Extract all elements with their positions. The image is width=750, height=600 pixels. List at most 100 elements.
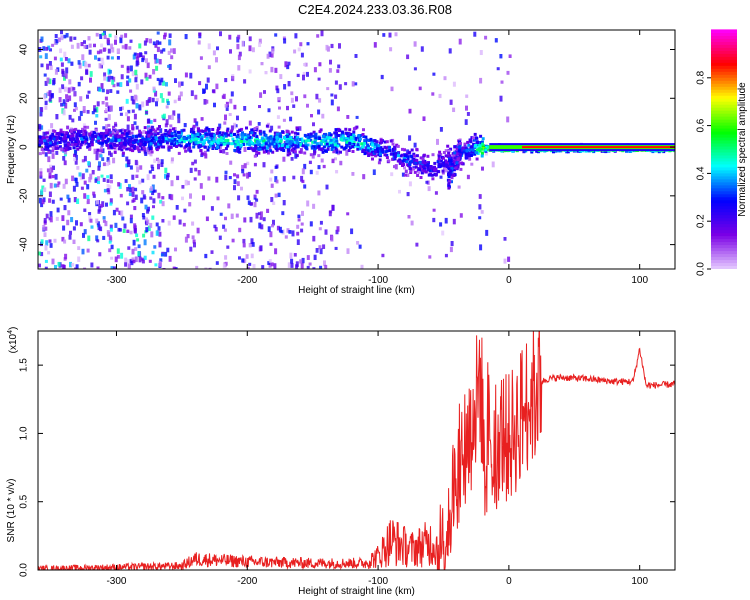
heatmap-noise-cell: [126, 159, 130, 164]
heatmap-ridge-cell: [273, 135, 277, 139]
heatmap-noise-cell: [233, 122, 237, 129]
heatmap-noise-cell: [87, 161, 91, 166]
heatmap-noise-cell: [139, 53, 143, 58]
heatmap-noise-cell: [48, 98, 52, 102]
heatmap-noise-cell: [427, 186, 431, 192]
heatmap-noise-cell: [124, 43, 128, 50]
colorbar-segment: [711, 205, 737, 210]
heatmap-ridge-cell: [90, 140, 93, 144]
heatmap-ridge-cell: [251, 148, 255, 152]
heatmap-noise-cell: [129, 165, 133, 170]
heatmap-ridge-cell: [244, 135, 248, 139]
heatmap-noise-cell: [223, 121, 227, 125]
heatmap-ridge-cell: [68, 134, 72, 138]
heatmap-ridge-cell: [475, 148, 479, 152]
heatmap-noise-cell: [138, 43, 142, 49]
heatmap-noise-cell: [319, 220, 323, 225]
heatmap-noise-cell: [408, 181, 412, 187]
heatmap-ridge-cell: [66, 143, 70, 146]
heatmap-noise-cell: [329, 59, 332, 65]
heatmap-ridge-cell: [207, 140, 211, 143]
heatmap-noise-cell: [141, 55, 145, 61]
heatmap-ridge-cell: [424, 170, 428, 174]
heatmap-noise-cell: [302, 74, 305, 81]
heatmap-branch-cell: [456, 164, 460, 168]
heatmap-noise-cell: [133, 113, 137, 120]
heatmap-ridge-cell: [326, 147, 330, 151]
heatmap-ridge-cell: [143, 141, 147, 145]
heatmap-noise-cell: [312, 267, 316, 269]
heatmap-noise-cell: [199, 183, 203, 189]
heatmap-noise-cell: [144, 51, 148, 55]
heatmap-ridge-cell: [107, 128, 111, 132]
colorbar-segment: [711, 202, 737, 207]
heatmap-branch-cell: [457, 162, 461, 166]
heatmap-noise-cell: [133, 223, 137, 229]
colorbar-segment: [711, 104, 737, 108]
heatmap-ridge-cell: [198, 145, 202, 148]
heatmap-noise-cell: [140, 79, 144, 85]
heatmap-noise-cell: [299, 259, 303, 264]
heatmap-ridge-cell: [112, 135, 116, 139]
heatmap-noise-cell: [76, 166, 80, 170]
heatmap-noise-cell: [181, 196, 184, 201]
heatmap-ridge-cell: [78, 146, 82, 150]
heatmap-ridge-cell: [55, 144, 59, 148]
heatmap-noise-cell: [215, 176, 219, 183]
heatmap-noise-cell: [80, 76, 84, 81]
heatmap-noise-cell: [103, 35, 107, 40]
snr-multiplier-exponent: 4: [7, 330, 14, 334]
heatmap-ridge-cell: [233, 132, 236, 136]
heatmap-noise-cell: [317, 77, 321, 81]
heatmap-noise-cell: [262, 162, 266, 168]
heatmap-ridge-cell: [307, 133, 311, 137]
colorbar-segment: [711, 190, 737, 195]
heatmap-noise-cell: [117, 182, 121, 187]
heatmap-noise-cell: [102, 235, 106, 240]
heatmap-noise-cell: [272, 219, 275, 226]
colorbar-segment: [711, 38, 737, 42]
heatmap-noise-cell: [248, 243, 252, 248]
heatmap-noise-cell: [48, 198, 52, 203]
heatmap-ridge-cell: [156, 127, 160, 131]
heatmap-noise-cell: [117, 129, 121, 133]
heatmap-noise-cell: [158, 41, 162, 45]
heatmap-ridge-cell: [388, 149, 392, 152]
heatmap-noise-cell: [133, 206, 137, 211]
heatmap-noise-cell: [66, 194, 70, 199]
colorbar-segment: [711, 211, 737, 216]
colorbar-segment: [711, 160, 737, 165]
heatmap-noise-cell: [115, 207, 119, 212]
heatmap-noise-cell: [101, 32, 105, 36]
heatmap-noise-cell: [293, 253, 297, 257]
heatmap-noise-cell: [321, 113, 325, 119]
heatmap-noise-cell: [62, 264, 66, 269]
heatmap-branch-cell: [447, 186, 451, 190]
heatmap-noise-cell: [274, 248, 278, 255]
heatmap-ridge-cell: [109, 144, 113, 148]
heatmap-noise-cell: [95, 151, 99, 155]
heatmap-ridge-cell: [437, 154, 441, 158]
heatmap-noise-cell: [126, 65, 130, 71]
heatmap-ridge-cell: [150, 150, 154, 154]
heatmap-noise-cell: [142, 194, 146, 200]
heatmap-noise-cell: [129, 230, 133, 235]
heatmap-noise-cell: [126, 75, 130, 79]
heatmap-noise-cell: [95, 114, 99, 118]
heatmap-ridge-cell: [263, 146, 267, 150]
heatmap-noise-cell: [330, 99, 334, 106]
heatmap-branch-cell: [454, 166, 458, 170]
heatmap-ridge-cell: [436, 160, 440, 164]
heatmap-noise-cell: [160, 77, 164, 83]
heatmap-noise-cell: [74, 106, 78, 111]
heatmap-ridge-cell: [200, 137, 204, 141]
heatmap-ridge-cell: [479, 134, 483, 138]
heatmap-noise-cell: [238, 51, 242, 57]
snr-xlabel: Height of straight line (km): [298, 586, 415, 597]
heatmap-noise-cell: [222, 93, 226, 100]
heatmap-noise-cell: [296, 224, 300, 229]
heatmap-noise-cell: [219, 212, 223, 216]
heatmap-ridge-cell: [142, 146, 146, 150]
heatmap-ridge-cell: [143, 126, 147, 130]
heatmap-noise-cell: [48, 61, 52, 66]
